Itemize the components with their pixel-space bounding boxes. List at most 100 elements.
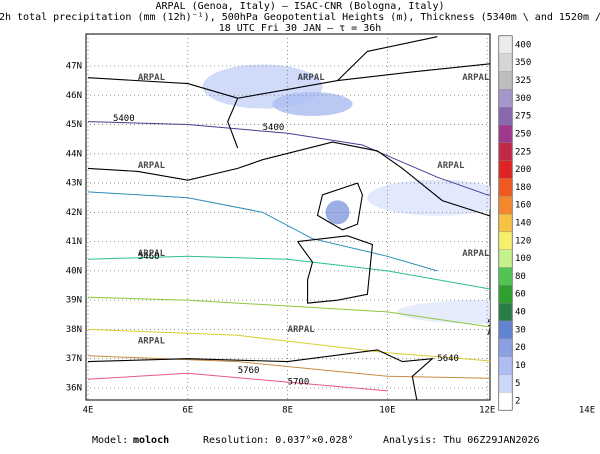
colorbar-label: 30 [515, 325, 526, 335]
coastline [297, 235, 373, 304]
lat-label: 39N [66, 296, 82, 306]
contour-line [87, 296, 490, 328]
colorbar-label: 160 [515, 201, 531, 211]
contour-line [87, 355, 490, 379]
colorbar-swatch [498, 213, 513, 233]
colorbar-label: 225 [515, 147, 531, 157]
lat-label: 40N [66, 266, 82, 276]
colorbar-label: 60 [515, 290, 526, 300]
contour-line [87, 255, 490, 290]
coastline [337, 36, 438, 81]
colorbar-label: 400 [515, 40, 531, 50]
lat-label: 43N [66, 179, 82, 189]
colorbar-label: 325 [515, 76, 531, 86]
colorbar-swatch [498, 53, 513, 72]
map-content: 5400540054005460546055205580564057005760… [86, 34, 600, 400]
colorbar-label: 350 [515, 58, 531, 68]
colorbar-label: 275 [515, 112, 531, 122]
colorbar-swatch [498, 89, 513, 108]
colorbar-swatch [498, 124, 513, 144]
colorbar-label: 250 [515, 129, 531, 139]
contour-line [87, 121, 490, 196]
colorbar-label: 10 [515, 361, 526, 371]
lat-label: 36N [66, 383, 82, 393]
watermark: ARPAL [298, 73, 326, 83]
colorbar-swatch [498, 160, 513, 179]
map-layer: 5400540054005460546055205580564057005760… [86, 34, 600, 400]
precip-area [567, 220, 600, 264]
colorbar-swatch [498, 392, 513, 411]
coastline [316, 182, 363, 231]
colorbar-swatch [498, 35, 513, 54]
lat-label: 42N [66, 208, 82, 218]
colorbar-swatch [498, 267, 513, 286]
contour-line [87, 328, 490, 362]
lat-label: 45N [66, 120, 82, 130]
watermark: ARPAL [138, 161, 166, 171]
colorbar-swatch [498, 338, 513, 357]
colorbar-swatch [498, 249, 513, 268]
footer-model: moloch [133, 435, 169, 446]
contour-line [87, 372, 388, 392]
precip-area [397, 299, 490, 324]
colorbar-swatch [498, 71, 513, 90]
coastline [87, 349, 434, 400]
footer-resolution: Resolution: 0.037°×0.028° [203, 435, 354, 446]
watermark: ARPAL [462, 73, 490, 83]
lon-label: 6E [182, 406, 193, 416]
contour-label: 5700 [288, 378, 310, 388]
colorbar-swatch [498, 142, 513, 161]
colorbar-label: 2 [515, 397, 520, 407]
contour-line [87, 191, 438, 272]
precip-area [367, 179, 490, 216]
colorbar-label: 100 [515, 254, 531, 264]
title-line2: 12h total precipitation (mm (12h)⁻¹), 50… [0, 12, 600, 23]
colorbar-swatch [498, 356, 513, 375]
colorbar-swatch [498, 178, 513, 197]
colorbar-label: 140 [515, 219, 531, 229]
colorbar-label: 180 [515, 183, 531, 193]
colorbar-swatch [498, 320, 513, 339]
colorbar-swatch [498, 196, 513, 215]
lat-label: 46N [66, 91, 82, 101]
watermark: ARPAL [487, 328, 515, 338]
lat-label: 38N [66, 325, 82, 335]
coastline [87, 141, 490, 217]
precip-area [272, 92, 353, 117]
watermark: ARPAL [288, 325, 316, 335]
watermark: ARPAL [437, 161, 465, 171]
colorbar-label: 5 [515, 379, 520, 389]
coastline [567, 78, 600, 119]
lon-label: 4E [83, 406, 94, 416]
colorbar-swatch [498, 374, 513, 393]
contour-label: 5760 [238, 366, 260, 376]
title-line3: 18 UTC Fri 30 JAN – τ = 36h [219, 23, 382, 34]
watermark: ARPAL [462, 249, 490, 259]
lon-label: 12E [479, 406, 495, 416]
contour-label: 5460 [138, 252, 160, 262]
coastline [87, 77, 238, 99]
contour-label: 5640 [437, 354, 459, 364]
colorbar-swatch [498, 231, 513, 250]
colorbar-label: 40 [515, 308, 526, 318]
colorbar: 400 350 325 300 275 250 225 200 180 160 140 120 100 8… [498, 35, 531, 411]
lon-label: 10E [379, 406, 395, 416]
colorbar-label: 80 [515, 272, 526, 282]
footer-analysis: Analysis: Thu 06Z29JAN2026 [383, 435, 540, 446]
lon-label: 8E [282, 406, 293, 416]
colorbar-label: 120 [515, 236, 531, 246]
lat-label: 41N [66, 237, 82, 247]
colorbar-swatch [498, 107, 513, 126]
lat-label: 47N [66, 62, 82, 72]
lon-label: 14E [579, 406, 595, 416]
title-line1: ARPAL (Genoa, Italy) – ISAC-CNR (Bologna… [156, 1, 445, 12]
colorbar-label: 300 [515, 94, 531, 104]
footer-model-label: Model: [92, 435, 128, 446]
lat-label: 37N [66, 354, 82, 364]
colorbar-swatch [498, 285, 513, 304]
watermark: ARPAL [138, 249, 166, 259]
lat-label: 44N [66, 149, 82, 159]
contour-label: 5520 [487, 319, 509, 329]
contour-label: 5400 [263, 123, 285, 133]
